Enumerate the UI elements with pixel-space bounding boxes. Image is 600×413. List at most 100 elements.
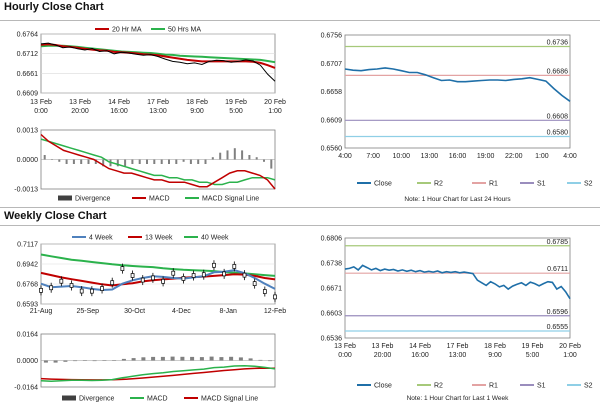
hourly-price-xtick-time: 13:00 [149, 108, 167, 115]
weekly-divergence-bar [102, 360, 107, 361]
weekly-candle-body [232, 264, 237, 269]
weekly-divergence-bar [92, 360, 97, 362]
hourly-divergence-bar [51, 159, 53, 160]
weekly-candle-body [69, 283, 74, 288]
hourly-close-line [40, 42, 276, 82]
hourly-price-xtick-date: 20 Feb [264, 99, 286, 106]
hourly-divergence-bar [175, 159, 178, 164]
weekly-divergence-bar [63, 360, 68, 362]
weekly-divergence-bar [199, 357, 204, 361]
weekly-13wk-ma-line [40, 271, 276, 287]
weekly-macd-ytick: 0.0000 [17, 358, 39, 365]
weekly-pivot-xtick-date: 20 Feb [559, 343, 581, 350]
hourly-divergence-bar [72, 159, 75, 164]
hourly-pivot-ytick: 0.6560 [321, 146, 343, 153]
weekly-pivot-note: Note: 1 Hour Chart for Last 1 Week [407, 395, 510, 402]
hourly-divergence-bar [233, 148, 236, 160]
hourly-pivot-xtick: 19:00 [477, 153, 495, 160]
weekly-price-xtick: 21-Aug [30, 308, 53, 315]
weekly-pivot-legend-s1-label: S1 [537, 383, 546, 390]
weekly-divergence-bar [112, 360, 117, 361]
weekly-candle-body [242, 272, 247, 278]
hourly-pivot-note: Note: 1 Hour Chart for Last 24 Hours [404, 196, 511, 203]
hourly-price-ytick: 0.6661 [17, 71, 39, 78]
hourly-pivot-xtick: 4:00 [563, 153, 577, 160]
weekly-candle-body [140, 277, 145, 283]
hourly-divergence-bar [87, 159, 90, 164]
weekly-candle-body [212, 262, 216, 268]
hourly-pivot-legend-r2-label: R2 [434, 181, 443, 188]
weekly-divergence-bar [209, 356, 214, 361]
weekly-divergence-bar [190, 356, 195, 361]
hourly-divergence-bar [116, 159, 119, 167]
weekly-pivot-xtick-date: 18 Feb [484, 343, 506, 350]
weekly-price-xtick: 30-Oct [124, 308, 145, 315]
weekly-divergence-bar [219, 357, 224, 361]
weekly-pivot-xtick-date: 14 Feb [409, 343, 431, 350]
hourly-macd-ytick: 0.0013 [17, 128, 39, 135]
weekly-macd-line [40, 365, 276, 382]
hourly-divergence-bar [226, 150, 229, 160]
hourly-pivot-legend-r1-label: R1 [489, 181, 498, 188]
hourly-pivot-ytick: 0.6658 [321, 89, 343, 96]
section-divider [0, 207, 600, 208]
weekly-legend-4wk-label: 4 Week [89, 235, 113, 242]
hourly-divergence-bar [160, 159, 163, 164]
hourly-price-xtick-time: 5:00 [229, 108, 243, 115]
hourly-divergence-bar [138, 159, 141, 164]
hourly-divergence-bar [94, 159, 97, 164]
hourly-pivot-level-s1-value: 0.6608 [547, 113, 569, 120]
weekly-candle-body [151, 275, 155, 281]
weekly-candle-body [110, 280, 115, 286]
weekly-pivot-xtick-time: 16:00 [411, 352, 429, 359]
weekly-4wk-ma-line [40, 269, 276, 292]
weekly-price-xtick: 8-Jan [219, 308, 237, 315]
hourly-divergence-bar [241, 150, 244, 160]
weekly-pivot-xtick-date: 19 Feb [522, 343, 544, 350]
weekly-candle-body [39, 288, 43, 293]
hourly-divergence-bar [102, 159, 105, 167]
hourly-pivot-level-s2-value: 0.6580 [547, 129, 569, 136]
weekly-pivot-xtick-date: 17 Feb [447, 343, 469, 350]
weekly-candle-body [120, 266, 125, 271]
hourly-price-xtick-date: 13 Feb [69, 99, 91, 106]
hourly-price-plot-frame [40, 33, 276, 94]
hourly-pivot-level-r2-value: 0.6736 [547, 40, 569, 47]
weekly-price-xtick: 4-Dec [172, 308, 191, 315]
weekly-candle-body [79, 288, 84, 294]
weekly-candle-body [171, 270, 176, 276]
weekly-divergence-bar [160, 356, 165, 361]
weekly-macd-signal-line [40, 367, 276, 381]
weekly-pivot-xtick-time: 20:00 [374, 352, 392, 359]
hourly-legend-20hr-label: 20 Hr MA [112, 27, 142, 34]
weekly-pivot-ytick: 0.6806 [321, 236, 343, 243]
weekly-divergence-bar [73, 360, 78, 362]
hourly-macd-legend-divergence-label: Divergence [75, 196, 111, 203]
weekly-candle-body [273, 294, 277, 300]
weekly-pivot-xtick-date: 13 Feb [372, 343, 394, 350]
hourly-macd-legend-macd-label: MACD [149, 196, 170, 203]
hourly-pivot-level-r1-value: 0.6686 [547, 68, 569, 75]
weekly-pivot-level-s2-value: 0.6555 [547, 324, 569, 331]
weekly-divergence-bar [238, 357, 243, 361]
weekly-divergence-bar [141, 357, 146, 361]
hourly-pivot-plot-frame [344, 34, 571, 149]
weekly-macd-legend-signal-label: MACD Signal Line [201, 396, 258, 403]
hourly-divergence-bar [65, 159, 68, 164]
hourly-price-xtick-time: 1:00 [268, 108, 282, 115]
hourly-macd-legend-signal-label: MACD Signal Line [202, 196, 259, 203]
weekly-candle-body [130, 273, 135, 278]
weekly-macd-legend-macd-label: MACD [147, 396, 168, 403]
hourly-divergence-bar [146, 159, 148, 164]
hourly-divergence-bar [204, 159, 207, 164]
hourly-divergence-bar [197, 159, 200, 164]
hourly-pivot-xtick: 4:00 [338, 153, 352, 160]
hourly-divergence-bar [153, 159, 156, 164]
weekly-pivot-ytick: 0.6671 [321, 286, 343, 293]
weekly-pivot-xtick-time: 5:00 [526, 352, 540, 359]
weekly-pivot-legend-r1-label: R1 [489, 383, 498, 390]
hourly-macd-legend-divergence-swatch [58, 195, 72, 201]
hourly-pivot-legend-s2-label: S2 [584, 181, 593, 188]
hourly-pivot-ytick: 0.6609 [321, 117, 343, 124]
